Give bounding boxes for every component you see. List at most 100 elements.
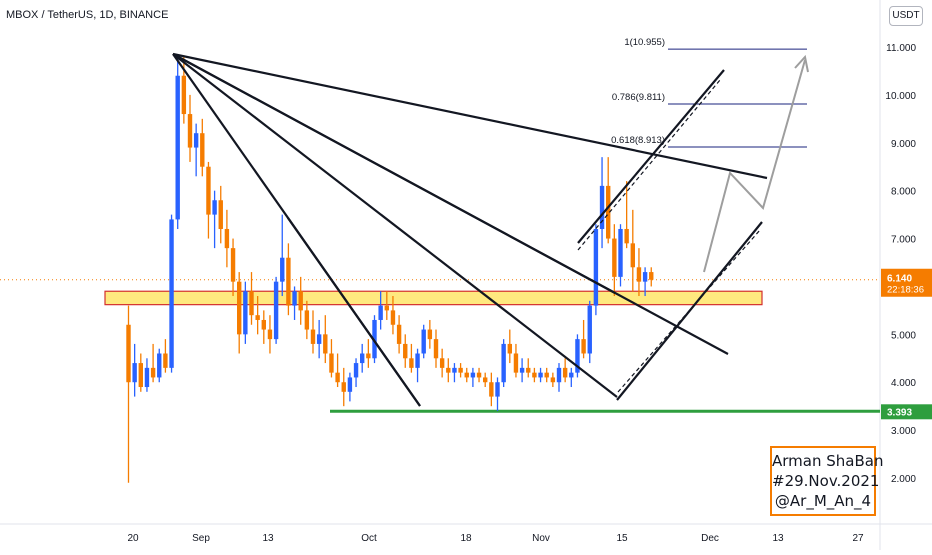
candle-body[interactable] <box>132 363 137 383</box>
candle-body[interactable] <box>200 133 205 167</box>
candle-body[interactable] <box>446 367 451 373</box>
candle-body[interactable] <box>433 339 439 359</box>
candle-body[interactable] <box>316 334 322 344</box>
candle-body[interactable] <box>280 257 285 282</box>
candle-body[interactable] <box>612 238 617 277</box>
candle-body[interactable] <box>649 272 654 280</box>
candle-body[interactable] <box>347 377 353 392</box>
candle-body[interactable] <box>593 228 599 306</box>
candle-body[interactable] <box>329 353 334 373</box>
candle-body[interactable] <box>618 228 623 277</box>
candle-body[interactable] <box>150 367 156 378</box>
trend-line[interactable] <box>172 53 729 355</box>
candle-body[interactable] <box>126 324 131 383</box>
candle-body[interactable] <box>230 248 236 282</box>
candle-body[interactable] <box>353 363 359 378</box>
candle-body[interactable] <box>341 382 346 392</box>
candle-body[interactable] <box>310 329 316 344</box>
candle-body[interactable] <box>532 372 537 378</box>
candle-body[interactable] <box>452 367 457 373</box>
candle-body[interactable] <box>606 185 611 239</box>
candle-body[interactable] <box>249 291 254 316</box>
candle-body[interactable] <box>366 353 371 359</box>
candle-body[interactable] <box>187 114 193 148</box>
candle-body[interactable] <box>495 382 500 397</box>
trend-line[interactable] <box>287 217 421 407</box>
candle-body[interactable] <box>261 319 266 330</box>
channel-upper-line[interactable] <box>577 69 725 244</box>
candle-body[interactable] <box>292 291 297 306</box>
candle-body[interactable] <box>378 305 383 320</box>
candle-body[interactable] <box>273 281 279 340</box>
candle-body[interactable] <box>636 267 642 282</box>
candle-body[interactable] <box>403 343 408 359</box>
price-tick-label: 9.000 <box>891 139 916 150</box>
candle-body[interactable] <box>581 339 586 354</box>
candle-body[interactable] <box>562 367 568 378</box>
candle-body[interactable] <box>298 291 303 311</box>
candle-body[interactable] <box>642 272 648 282</box>
candle-body[interactable] <box>519 367 525 373</box>
candle-body[interactable] <box>544 372 549 378</box>
candle-body[interactable] <box>599 185 605 229</box>
candle-body[interactable] <box>458 367 463 373</box>
candle-body[interactable] <box>157 353 162 378</box>
candle-body[interactable] <box>624 228 629 244</box>
candle-body[interactable] <box>206 166 211 215</box>
candle-body[interactable] <box>489 382 494 397</box>
candle-body[interactable] <box>286 257 291 306</box>
candle-body[interactable] <box>224 228 230 249</box>
candle-body[interactable] <box>138 363 143 388</box>
candle-body[interactable] <box>323 334 328 354</box>
candle-body[interactable] <box>415 353 420 368</box>
candle-body[interactable] <box>538 372 543 378</box>
price-tick-label: 4.000 <box>891 378 916 389</box>
candle-body[interactable] <box>181 75 187 115</box>
projection-path[interactable] <box>703 59 806 273</box>
candle-body[interactable] <box>556 367 562 383</box>
candle-body[interactable] <box>267 329 273 340</box>
candle-body[interactable] <box>384 305 389 311</box>
candle-body[interactable] <box>575 339 580 373</box>
candle-body[interactable] <box>470 372 476 378</box>
candle-body[interactable] <box>476 372 482 378</box>
candle-body[interactable] <box>144 367 150 388</box>
candle-body[interactable] <box>396 324 402 344</box>
candle-body[interactable] <box>335 372 340 383</box>
candle-body[interactable] <box>513 353 519 373</box>
candle-body[interactable] <box>169 219 174 368</box>
candle-body[interactable] <box>372 319 377 359</box>
candle-body[interactable] <box>193 133 199 148</box>
currency-badge[interactable]: USDT <box>889 6 923 26</box>
candle-body[interactable] <box>427 329 433 340</box>
trend-line[interactable] <box>172 53 618 398</box>
candle-body[interactable] <box>390 310 396 325</box>
candle-body[interactable] <box>630 243 635 268</box>
candle-body[interactable] <box>464 372 469 378</box>
candle-body[interactable] <box>569 372 574 378</box>
candle-body[interactable] <box>237 281 242 335</box>
candle-body[interactable] <box>550 377 556 383</box>
candle-body[interactable] <box>212 200 217 215</box>
candle-body[interactable] <box>163 353 168 368</box>
candle-body[interactable] <box>507 343 512 354</box>
price-tick-label: 10.000 <box>885 91 916 102</box>
candle-body[interactable] <box>587 305 592 354</box>
support-zone[interactable] <box>104 290 763 306</box>
candle-body[interactable] <box>409 358 414 368</box>
candle-body[interactable] <box>218 200 223 229</box>
candle-body[interactable] <box>501 343 506 383</box>
candle-body[interactable] <box>243 291 248 335</box>
candle-body[interactable] <box>421 329 426 354</box>
candle-body[interactable] <box>175 75 180 220</box>
candle-body[interactable] <box>255 315 260 320</box>
trend-line[interactable] <box>172 52 768 180</box>
candle-body[interactable] <box>439 358 445 368</box>
candle-body[interactable] <box>526 367 531 373</box>
candle-body[interactable] <box>304 310 310 330</box>
candle-body[interactable] <box>360 353 365 364</box>
fib-level-label: 0.618(8.913) <box>611 135 665 146</box>
candle-body[interactable] <box>483 377 488 383</box>
